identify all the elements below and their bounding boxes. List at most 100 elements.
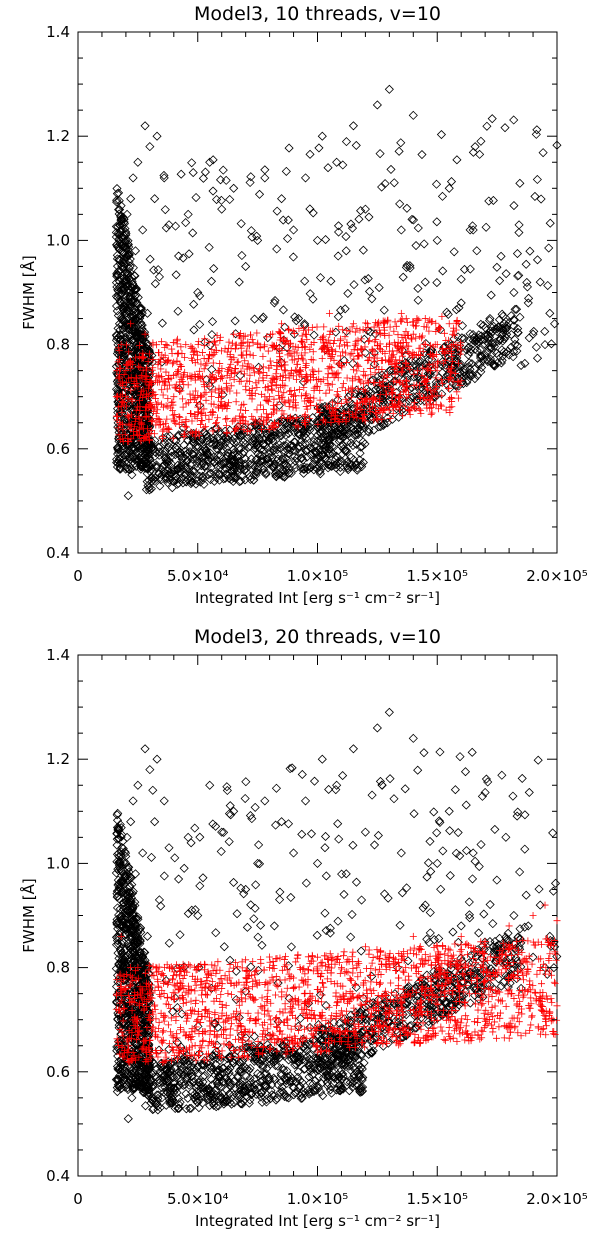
data-point-diamond	[344, 289, 352, 297]
data-point-plus	[417, 410, 424, 417]
data-point-diamond	[361, 828, 369, 836]
data-point-diamond	[217, 176, 225, 184]
data-point-plus	[404, 319, 411, 326]
series-black-diamond	[112, 708, 560, 1122]
data-point-diamond	[387, 165, 395, 173]
series-black-diamond	[112, 85, 561, 499]
data-point-diamond	[222, 176, 230, 184]
data-point-plus	[205, 416, 212, 423]
data-point-diamond	[259, 313, 267, 321]
data-point-plus	[300, 384, 307, 391]
data-point-diamond	[139, 849, 147, 857]
data-point-plus	[309, 366, 316, 373]
data-point-plus	[180, 404, 187, 411]
data-point-diamond	[522, 260, 530, 268]
x-axis-label: Integrated Int [erg s⁻¹ cm⁻² sr⁻¹]	[195, 589, 440, 607]
data-point-diamond	[236, 372, 244, 380]
data-point-diamond	[134, 781, 142, 789]
data-point-diamond	[124, 492, 132, 500]
data-point-diamond	[124, 1115, 132, 1123]
data-point-diamond	[433, 236, 441, 244]
data-point-plus	[367, 371, 374, 378]
data-point-plus	[225, 399, 232, 406]
data-point-plus	[233, 398, 240, 405]
scatter-points	[112, 708, 560, 1122]
data-point-diamond	[546, 309, 554, 317]
data-point-diamond	[196, 320, 204, 328]
data-point-diamond	[341, 305, 349, 313]
data-point-diamond	[350, 281, 358, 289]
data-point-diamond	[318, 132, 326, 140]
data-point-diamond	[433, 180, 441, 188]
data-point-diamond	[526, 247, 534, 255]
data-point-plus	[335, 361, 342, 368]
data-point-diamond	[385, 85, 393, 93]
data-point-plus	[281, 366, 288, 373]
data-point-diamond	[184, 833, 192, 841]
data-point-diamond	[174, 307, 182, 315]
data-point-plus	[212, 341, 219, 348]
data-point-diamond	[284, 216, 292, 224]
data-point-diamond	[546, 219, 554, 227]
data-point-diamond	[496, 277, 504, 285]
data-point-diamond	[438, 192, 446, 200]
data-point-plus	[205, 355, 212, 362]
data-point-diamond	[315, 144, 323, 152]
data-point-diamond	[395, 147, 403, 155]
data-point-plus	[250, 339, 257, 346]
data-point-plus	[195, 338, 202, 345]
data-point-diamond	[355, 215, 363, 223]
x-tick-label: 2.0×10⁵	[526, 567, 588, 585]
data-point-diamond	[450, 248, 458, 256]
y-tick-label: 1.2	[46, 127, 70, 145]
data-point-plus	[257, 402, 264, 409]
data-point-diamond	[327, 277, 335, 285]
data-point-diamond	[165, 844, 173, 852]
data-point-diamond	[380, 306, 388, 314]
data-point-diamond	[302, 797, 310, 805]
data-point-diamond	[488, 115, 496, 123]
data-point-diamond	[226, 195, 234, 203]
data-point-diamond	[158, 319, 166, 327]
data-point-diamond	[342, 233, 350, 241]
chart-title: Model3, 10 threads, v=10	[194, 3, 441, 25]
data-point-plus	[300, 356, 307, 363]
data-point-diamond	[502, 270, 510, 278]
data-point-diamond	[483, 122, 491, 130]
data-point-diamond	[515, 229, 523, 237]
data-point-diamond	[289, 253, 297, 261]
data-point-diamond	[128, 1094, 136, 1102]
data-point-plus	[158, 338, 165, 345]
data-point-plus	[441, 330, 448, 337]
data-point-plus	[343, 359, 350, 366]
data-point-diamond	[127, 195, 135, 203]
data-point-plus	[230, 331, 237, 338]
y-tick-label: 0.8	[46, 336, 70, 354]
chart-title: Model3, 20 threads, v=10	[194, 626, 441, 648]
y-tick-label: 0.4	[46, 544, 70, 562]
data-point-diamond	[473, 247, 481, 255]
data-point-diamond	[359, 246, 367, 254]
data-point-diamond	[134, 158, 142, 166]
data-point-diamond	[153, 755, 161, 763]
data-point-diamond	[208, 331, 216, 339]
data-point-plus	[307, 402, 314, 409]
data-point-plus	[365, 338, 372, 345]
data-point-diamond	[373, 724, 381, 732]
data-point-diamond	[235, 278, 243, 286]
data-point-diamond	[397, 849, 405, 857]
data-point-diamond	[258, 315, 266, 323]
data-point-diamond	[242, 262, 250, 270]
data-point-plus	[328, 364, 335, 371]
data-point-diamond	[207, 277, 215, 285]
data-point-diamond	[146, 143, 154, 151]
data-point-plus	[164, 395, 171, 402]
data-point-diamond	[231, 317, 239, 325]
data-point-diamond	[309, 295, 317, 303]
data-point-diamond	[461, 265, 469, 273]
data-point-diamond	[237, 220, 245, 228]
data-point-plus	[250, 352, 257, 359]
data-point-diamond	[533, 175, 541, 183]
